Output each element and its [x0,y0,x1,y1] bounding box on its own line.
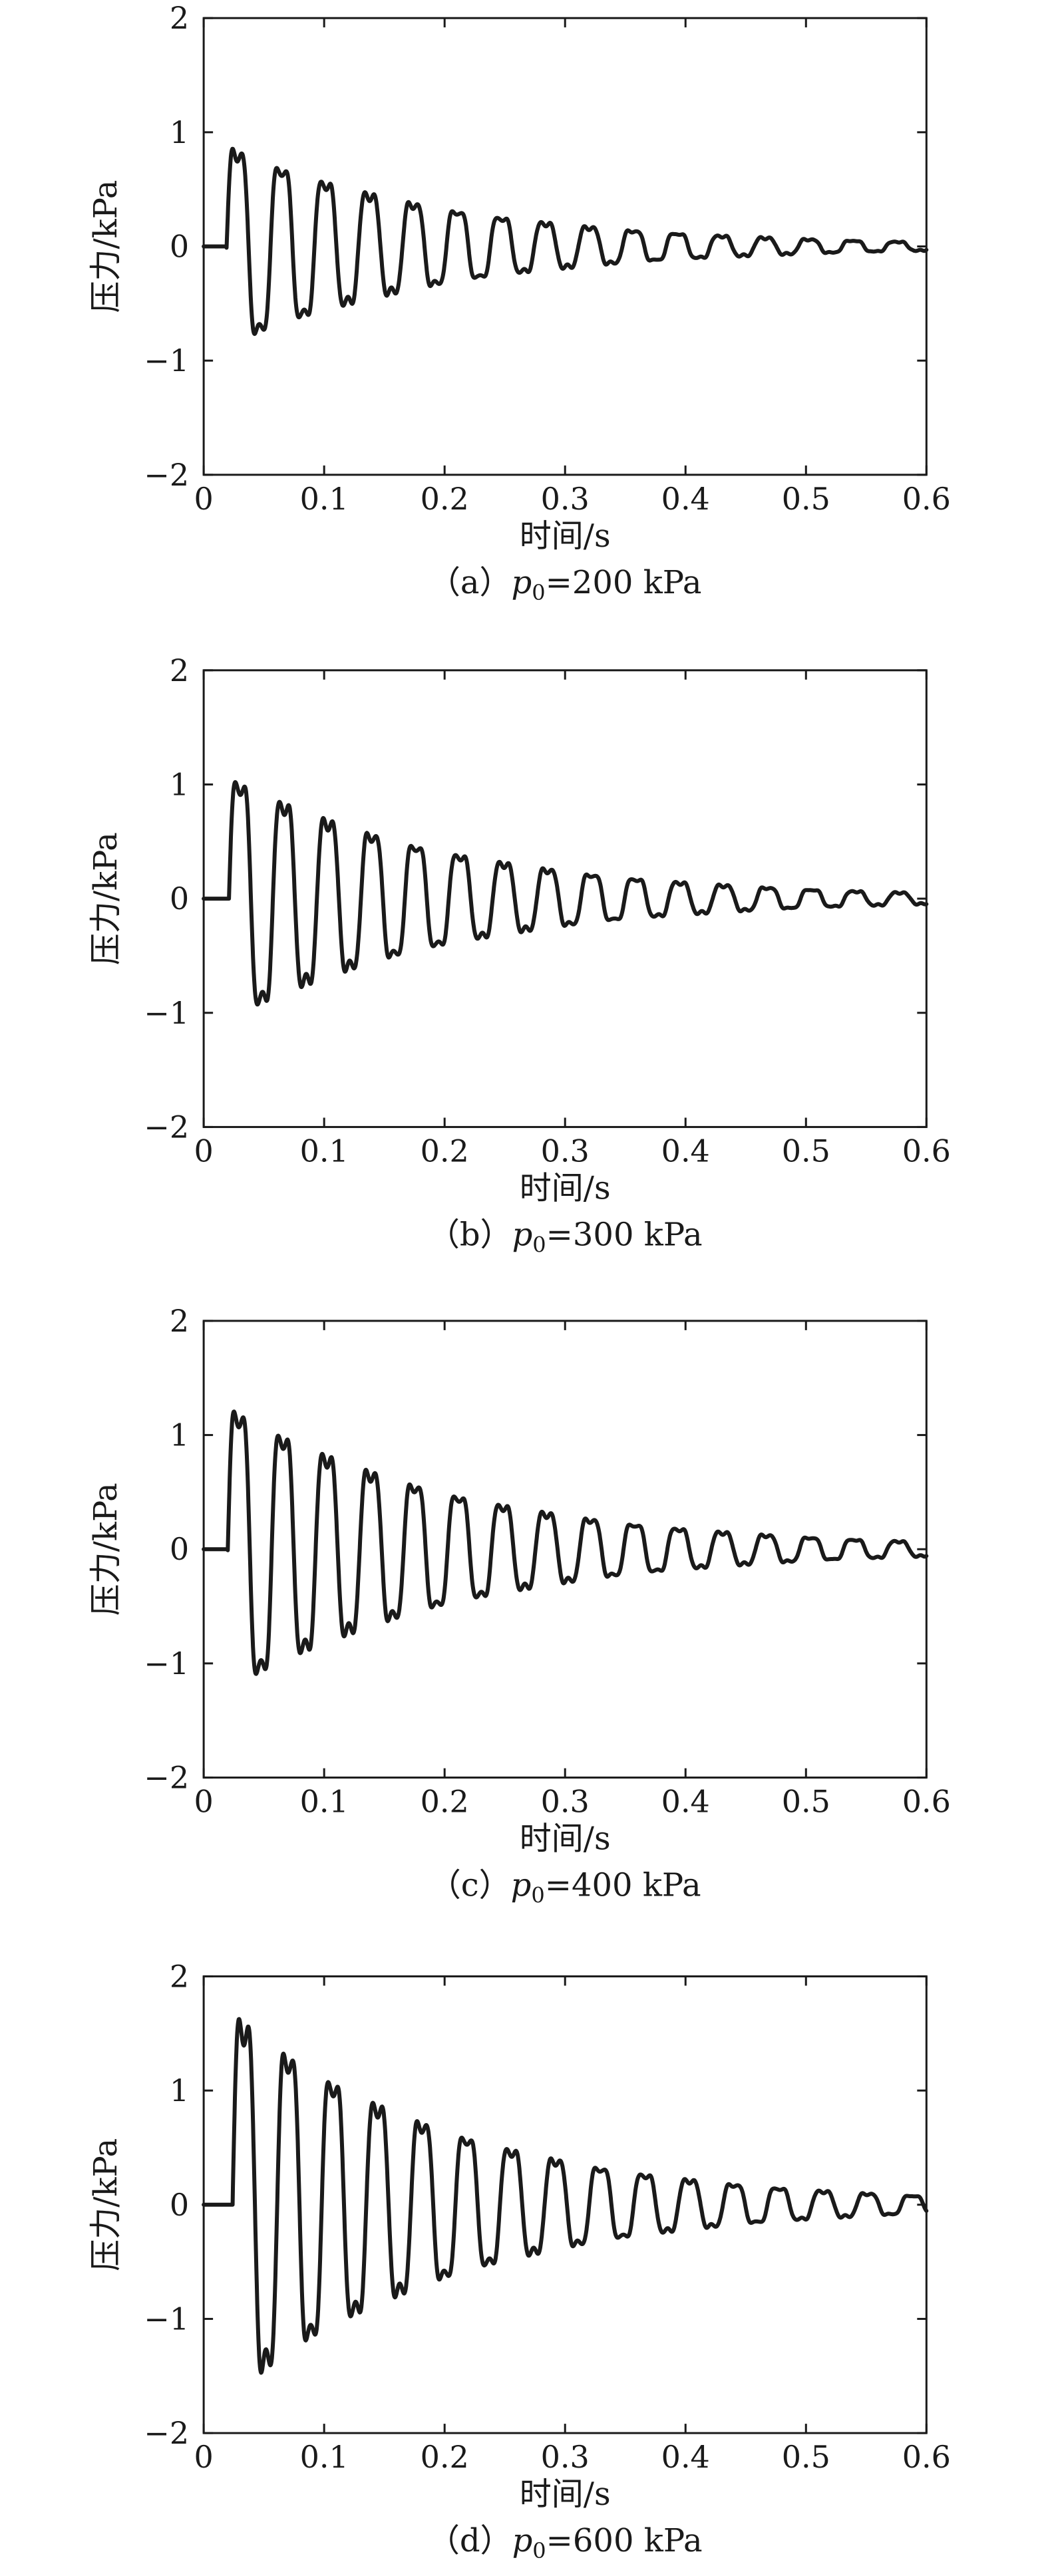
panel-caption: （d）p0=600 kPa [428,2522,703,2563]
x-tick-label: 0 [194,481,213,517]
x-tick-label: 0.6 [902,1133,951,1169]
y-tick-label: 0 [170,1531,189,1567]
y-tick-label: 0 [170,229,189,265]
x-tick-label: 0.3 [541,1784,590,1820]
x-tick-label: 0.3 [541,2439,590,2475]
x-tick-label: 0.1 [300,1784,349,1820]
plot-frame [202,17,928,476]
y-tick-label: 1 [170,114,189,150]
x-tick-label: 0.3 [541,481,590,517]
chart-panel-1: 0 0.1 0.2 0.3 0.4 0.5 0.6 −2 −1 0 1 2 时间/s 压力/kPa （b）p… [87,652,951,1258]
x-tick-label: 0.2 [421,481,469,517]
y-tick-label: −2 [144,457,189,493]
x-tick-label: 0.4 [661,481,710,517]
y-tick-label: 2 [170,0,189,36]
x-tick-label: 0.1 [300,2439,349,2475]
y-tick-label: −2 [144,1109,189,1145]
chart-panel-0: 0 0.1 0.2 0.3 0.4 0.5 0.6 −2 −1 0 1 2 时间/s 压力/kPa （a）p… [87,0,951,605]
x-tick-label: 0.6 [902,481,951,517]
x-tick-label: 0.2 [421,1784,469,1820]
chart-panel-3: 0 0.1 0.2 0.3 0.4 0.5 0.6 −2 −1 0 1 2 时间/s 压力/kPa （d）p… [87,1958,951,2563]
chart-panel-2: 0 0.1 0.2 0.3 0.4 0.5 0.6 −2 −1 0 1 2 时间/s 压力/kPa （c）p… [87,1303,951,1908]
y-tick-label: 1 [170,2073,189,2108]
y-tick-label: 2 [170,652,189,688]
x-tick-label: 0.5 [782,481,830,517]
x-tick-label: 0.6 [902,1784,951,1820]
y-tick-label: −1 [144,343,189,378]
x-tick-label: 0.6 [902,2439,951,2475]
x-tick-label: 0 [194,1133,213,1169]
x-tick-label: 0 [194,1784,213,1820]
x-axis-label: 时间/s [520,517,611,555]
y-tick-label: 2 [170,1303,189,1339]
series-line-0 [202,1409,929,1676]
series-line-0 [202,146,929,337]
x-tick-label: 0.2 [421,2439,469,2475]
y-tick-label: 0 [170,2187,189,2223]
plot-frame [202,669,928,1128]
x-tick-label: 0.3 [541,1133,590,1169]
y-axis-label: 压力/kPa [87,180,124,313]
x-tick-label: 0.4 [661,2439,710,2475]
x-tick-label: 0.2 [421,1133,469,1169]
x-axis-label: 时间/s [520,1820,611,1858]
x-tick-label: 0.4 [661,1784,710,1820]
y-tick-label: −2 [144,2415,189,2451]
y-tick-label: 1 [170,1417,189,1453]
series-line-0 [202,2017,929,2375]
y-axis-label: 压力/kPa [87,2138,124,2271]
panel-caption: （a）p0=200 kPa [429,564,702,605]
y-tick-label: 2 [170,1958,189,1994]
y-tick-label: 1 [170,766,189,802]
y-tick-label: −1 [144,995,189,1031]
x-tick-label: 0.5 [782,2439,830,2475]
y-tick-label: −2 [144,1760,189,1796]
x-tick-label: 0.4 [661,1133,710,1169]
y-tick-label: −1 [144,1646,189,1681]
x-tick-label: 0 [194,2439,213,2475]
x-axis-label: 时间/s [520,2476,611,2513]
y-tick-label: −1 [144,2301,189,2337]
panel-caption: （c）p0=400 kPa [429,1867,701,1908]
x-tick-label: 0.1 [300,1133,349,1169]
x-tick-label: 0.5 [782,1133,830,1169]
y-axis-label: 压力/kPa [87,1483,124,1616]
x-tick-label: 0.5 [782,1784,830,1820]
x-tick-label: 0.1 [300,481,349,517]
x-axis-label: 时间/s [520,1169,611,1207]
series-line-0 [202,780,929,1007]
y-tick-label: 0 [170,881,189,917]
y-axis-label: 压力/kPa [87,832,124,965]
panel-caption: （b）p0=300 kPa [428,1216,703,1257]
plot-frame [202,1320,928,1779]
